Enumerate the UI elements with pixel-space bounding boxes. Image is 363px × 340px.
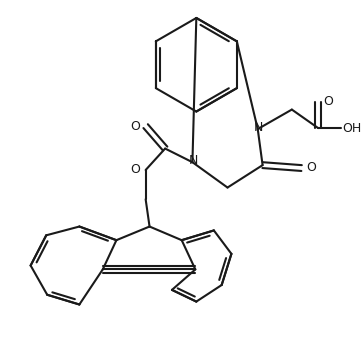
Text: O: O — [130, 120, 140, 133]
Text: O: O — [130, 164, 140, 176]
Text: O: O — [323, 95, 333, 108]
Text: N: N — [189, 154, 198, 167]
Text: N: N — [254, 121, 264, 134]
Text: OH: OH — [343, 122, 362, 135]
Text: O: O — [306, 160, 316, 174]
